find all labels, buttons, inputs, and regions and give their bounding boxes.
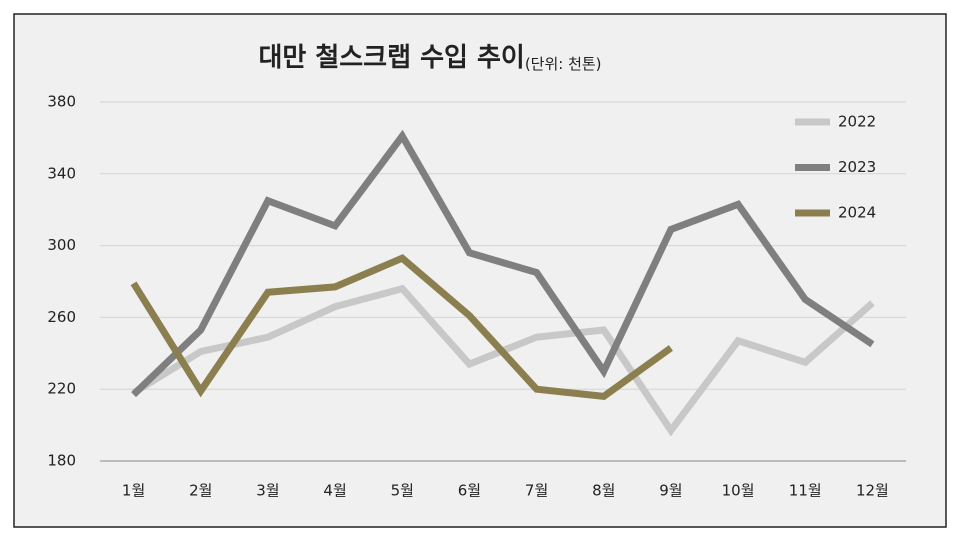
y-tick-label: 340 — [47, 164, 76, 182]
x-tick-label: 1월 — [122, 482, 145, 500]
legend-label: 2023 — [838, 158, 876, 176]
x-tick-label: 4월 — [323, 482, 346, 500]
chart-title: 대만 철스크랩 수입 추이 — [258, 43, 524, 73]
legend-label: 2022 — [838, 113, 876, 131]
chart-subtitle: (단위: 천톤) — [525, 55, 602, 73]
y-tick-label: 380 — [47, 93, 76, 111]
x-tick-label: 7월 — [525, 482, 548, 500]
y-tick-label: 300 — [47, 236, 76, 254]
x-tick-label: 3월 — [256, 482, 279, 500]
x-tick-label: 9월 — [659, 482, 682, 500]
x-tick-label: 5월 — [391, 482, 414, 500]
y-tick-label: 260 — [47, 308, 76, 326]
series-line — [130, 254, 673, 401]
chart-frame — [13, 13, 947, 528]
x-tick-label: 12월 — [856, 482, 889, 500]
y-tick-label: 180 — [47, 452, 76, 470]
y-tick-label: 220 — [47, 380, 76, 398]
x-tick-label: 11월 — [789, 482, 822, 500]
series-line — [131, 129, 875, 398]
x-tick-label: 2월 — [189, 482, 212, 500]
legend-label: 2024 — [838, 204, 876, 222]
x-tick-label: 10월 — [722, 482, 755, 500]
x-tick-label: 6월 — [458, 482, 481, 500]
chart-title-group: 대만 철스크랩 수입 추이(단위: 천톤) — [258, 43, 601, 73]
x-tick-label: 8월 — [592, 482, 615, 500]
